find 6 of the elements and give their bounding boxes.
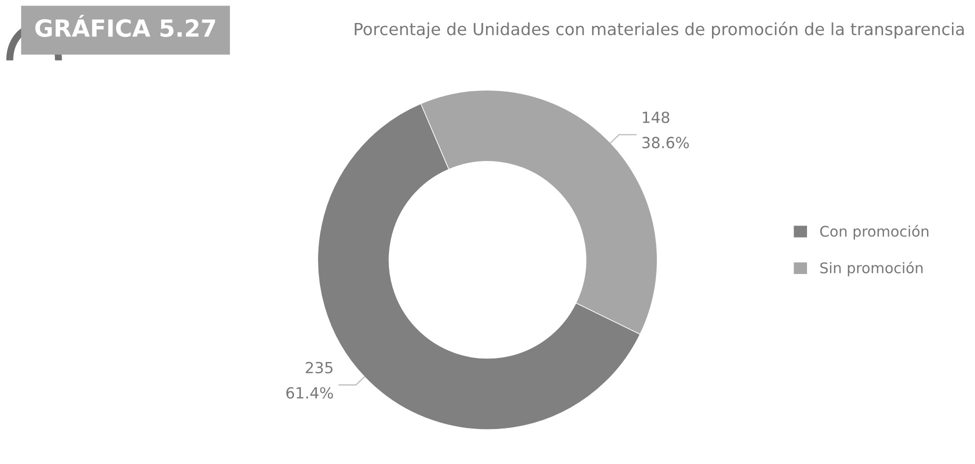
data-label: 235 61.4% bbox=[286, 362, 333, 399]
legend-label: Con promoción bbox=[820, 224, 928, 240]
chart-subtitle: Porcentaje de Unidades con materiales de promoción de la transparencia bbox=[354, 22, 964, 39]
chart-title: GRÁFICA 5.27 bbox=[35, 14, 216, 38]
data-label: 148 38.6% bbox=[642, 112, 689, 148]
legend-label: Sin promoción bbox=[820, 261, 923, 276]
